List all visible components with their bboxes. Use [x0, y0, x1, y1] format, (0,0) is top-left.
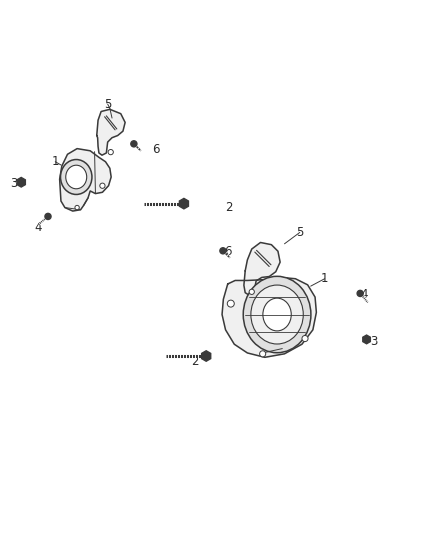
Text: 3: 3	[10, 177, 18, 190]
Circle shape	[100, 183, 105, 188]
Text: 4: 4	[360, 288, 368, 301]
Polygon shape	[201, 351, 211, 361]
Text: 3: 3	[370, 335, 378, 348]
Polygon shape	[222, 277, 316, 357]
Polygon shape	[244, 243, 280, 295]
Text: 5: 5	[104, 98, 111, 110]
Ellipse shape	[66, 165, 87, 189]
Text: 4: 4	[34, 221, 42, 233]
Text: 2: 2	[191, 355, 199, 368]
Circle shape	[249, 289, 254, 294]
Circle shape	[227, 300, 234, 307]
Polygon shape	[97, 109, 125, 155]
Circle shape	[260, 351, 266, 357]
Text: 5: 5	[296, 226, 304, 239]
Circle shape	[357, 290, 363, 296]
Text: 1: 1	[52, 155, 59, 168]
Polygon shape	[363, 335, 371, 344]
Circle shape	[220, 248, 226, 254]
Circle shape	[302, 335, 308, 342]
Ellipse shape	[60, 159, 92, 195]
Circle shape	[75, 205, 79, 210]
Ellipse shape	[263, 298, 291, 331]
Polygon shape	[60, 149, 111, 211]
Ellipse shape	[251, 285, 303, 344]
Text: 6: 6	[224, 245, 231, 258]
Polygon shape	[180, 198, 188, 209]
Ellipse shape	[243, 276, 311, 353]
Circle shape	[131, 141, 137, 147]
Circle shape	[108, 149, 113, 155]
Polygon shape	[17, 177, 25, 187]
Text: 1: 1	[321, 272, 328, 285]
Text: 6: 6	[152, 143, 159, 156]
Circle shape	[45, 213, 51, 220]
Text: 2: 2	[225, 201, 233, 214]
